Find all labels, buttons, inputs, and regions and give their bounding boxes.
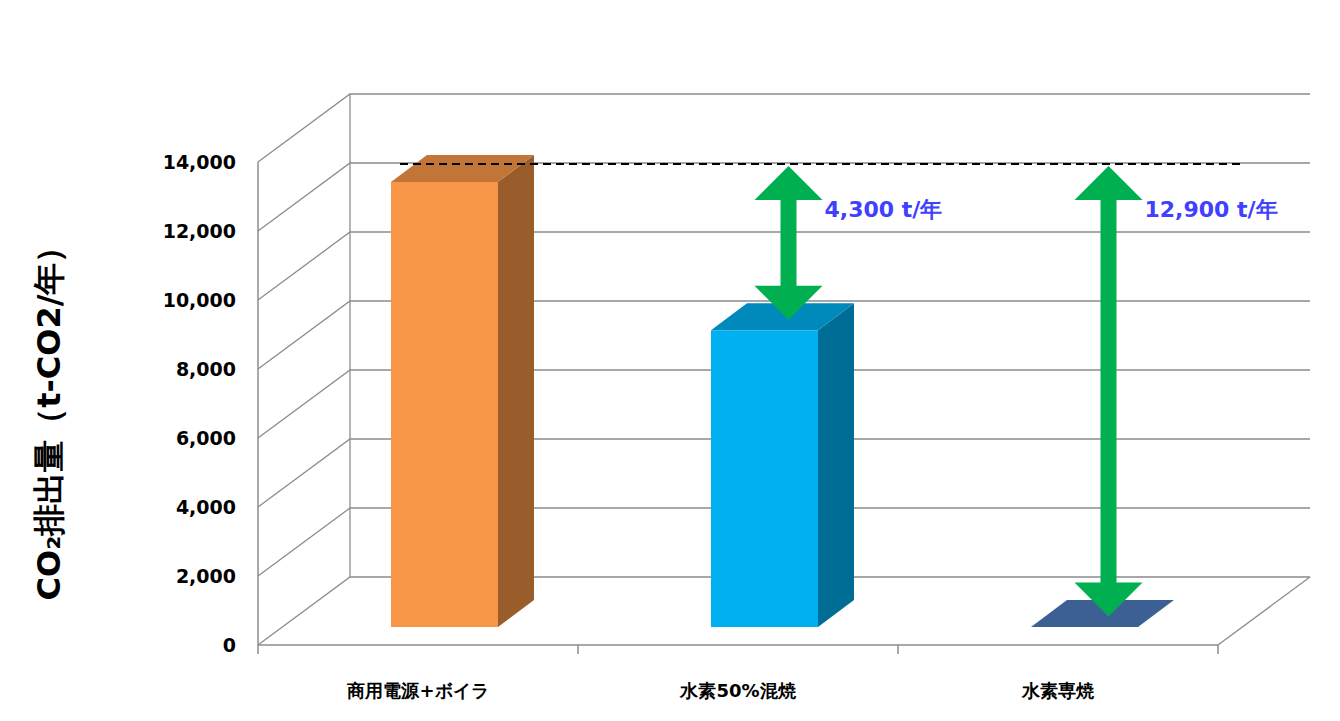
y-tick-label: 0 [223, 634, 236, 656]
reference-line [400, 163, 1245, 165]
bars [391, 155, 1174, 627]
x-tick [1217, 645, 1219, 654]
annotation: 4,300 t/年 [825, 197, 943, 222]
wall-edge [349, 94, 350, 577]
bar-front [711, 330, 818, 627]
x-tick-label: 水素50%混焼 [679, 680, 796, 701]
bar-side [818, 303, 854, 627]
x-tick-label: 商用電源+ボイラ [346, 680, 488, 701]
x-tick [257, 645, 259, 654]
annotation: 12,900 t/年 [1145, 197, 1278, 222]
chart: 0 2,000 4,000 6,000 8,000 10,000 12,000 14,000 C… [0, 0, 1340, 721]
y-axis-line [257, 162, 259, 645]
bar [391, 155, 534, 627]
grid-line [258, 94, 1310, 162]
chart-container: 0 2,000 4,000 6,000 8,000 10,000 12,000 14,000 C… [0, 0, 1340, 721]
x-tick [577, 645, 579, 654]
difference-arrow [755, 166, 823, 320]
bar-top [391, 155, 534, 182]
y-tick-label: 14,000 [163, 151, 236, 173]
bar-front [391, 182, 498, 627]
x-axis-line [258, 644, 1218, 646]
y-tick-label: 12,000 [163, 220, 236, 242]
y-tick-label: 2,000 [176, 565, 236, 587]
y-axis-title: CO₂排出量（t-CO2/年） [30, 231, 68, 601]
y-tick-label: 6,000 [176, 427, 236, 449]
y-tick-label: 10,000 [163, 289, 236, 311]
x-tick-label: 水素専焼 [1021, 680, 1095, 701]
bar-side [498, 155, 534, 627]
x-tick [897, 645, 899, 654]
bar [711, 303, 854, 627]
grid [258, 94, 1310, 645]
floor-edge [1218, 577, 1310, 645]
y-tick-label: 4,000 [176, 496, 236, 518]
y-tick-label: 8,000 [176, 358, 236, 380]
difference-arrow [1075, 166, 1143, 617]
